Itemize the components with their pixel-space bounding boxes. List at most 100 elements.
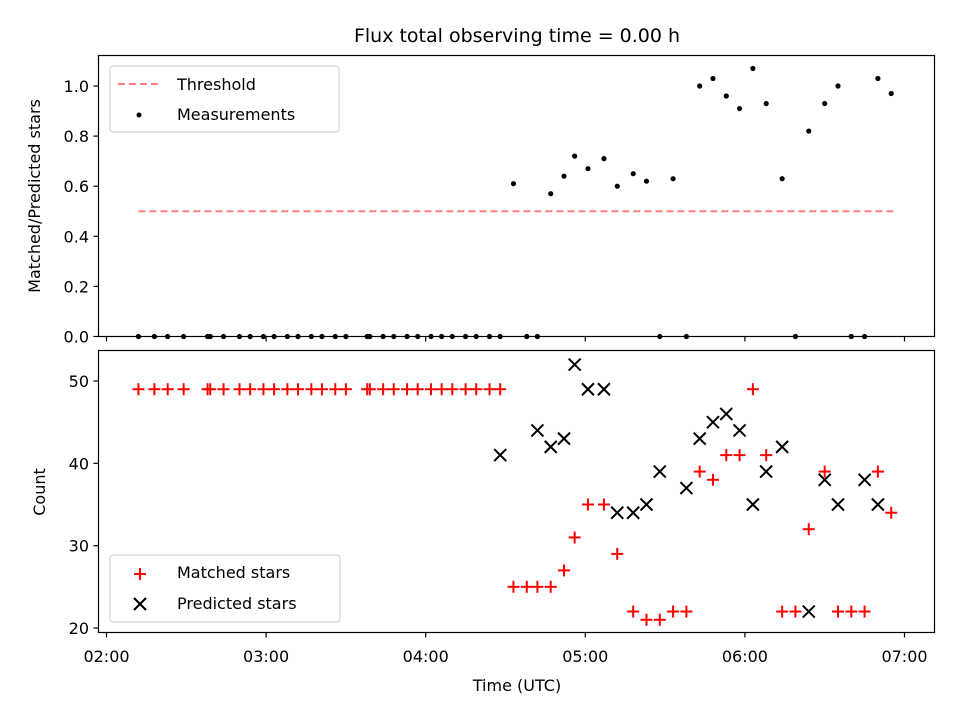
measurement-point — [750, 65, 756, 72]
matched-star-point — [568, 531, 581, 544]
bottom-x-tick-label: 02:00 — [83, 647, 129, 666]
predicted-star-point — [567, 357, 582, 372]
matched-star-point — [233, 383, 246, 396]
matched-star-point — [871, 465, 884, 478]
top-panel: 0.0 0.2 0.4 0.6 0.8 1.0 Matched/Predicted sta… — [25, 54, 936, 347]
bottom-legend: Matched stars Predicted stars — [109, 554, 341, 623]
predicted-star-point — [544, 440, 558, 454]
matched-star-point — [733, 449, 746, 462]
matched-star-point — [858, 605, 871, 618]
top-y-ticks: 0.0 0.2 0.4 0.6 0.8 1.0 — [64, 77, 99, 347]
matched-star-point — [789, 605, 802, 618]
matched-star-point — [611, 547, 624, 560]
predicted-star-point — [493, 448, 507, 462]
predicted-star-point — [817, 473, 832, 487]
matched-star-point — [693, 465, 706, 478]
matched-star-point — [706, 473, 719, 486]
matched-star-point — [832, 605, 844, 618]
matched-star-point — [204, 383, 217, 396]
bottom-y-tick-label: 50 — [69, 372, 89, 391]
predicted-star-point — [775, 440, 789, 454]
measurement-point — [822, 100, 828, 107]
matched-star-point — [244, 383, 257, 396]
measurement-point — [779, 176, 785, 182]
predicted-star-point — [746, 497, 760, 512]
bottom-x-tick-label: 04:00 — [403, 647, 449, 666]
predicted-star-point — [679, 481, 694, 495]
bottom-x-tick-label: 03:00 — [243, 647, 289, 666]
matched-star-point — [292, 383, 305, 396]
predicted-star-point — [719, 407, 733, 421]
measurement-point — [835, 83, 841, 89]
matched-star-point — [627, 605, 640, 618]
bottom-x-tick-label: 07:00 — [881, 647, 927, 666]
matched-star-point — [507, 580, 520, 593]
matched-star-point — [531, 580, 544, 593]
matched-star-point — [558, 564, 571, 577]
bottom-x-tick-label: 05:00 — [562, 647, 608, 666]
matched-legend-marker — [134, 568, 146, 580]
predicted-star-point — [831, 497, 845, 512]
matched-star-point — [387, 383, 400, 396]
bottom-plot-frame — [97, 349, 936, 634]
matched-star-point — [640, 613, 653, 626]
matched-star-point — [885, 506, 898, 519]
predicted-star-point — [557, 431, 571, 446]
measurement-point — [630, 171, 636, 177]
matched-star-point — [315, 383, 328, 396]
matched-star-point — [470, 383, 483, 396]
measurement-point — [561, 173, 567, 179]
matched-star-point — [148, 383, 161, 396]
predicted-star-point — [610, 506, 624, 520]
predicted-star-point — [626, 506, 640, 520]
measurement-point — [510, 181, 517, 187]
matched-star-point — [446, 383, 459, 396]
matched-star-point — [459, 383, 472, 396]
measurement-point — [601, 156, 607, 162]
matched-star-point — [425, 383, 438, 396]
bottom-x-ticks: 02:00 03:00 04:00 05:00 06:00 07:00 — [83, 632, 928, 666]
top-y-tick-label: 0.0 — [64, 328, 89, 347]
bottom-y-ticks: 20 30 40 50 — [69, 372, 99, 638]
measurement-point — [614, 183, 620, 189]
matched-star-point — [520, 580, 533, 593]
measurement-point — [670, 176, 676, 182]
matched-star-point — [802, 523, 815, 536]
predicted-star-point — [706, 415, 720, 429]
matched-star-point — [720, 449, 733, 462]
matched-star-point — [329, 383, 342, 396]
x-axis-label: Time (UTC) — [472, 676, 561, 695]
measurement-point — [723, 93, 729, 99]
threshold-legend-label: Threshold — [176, 75, 256, 94]
measurement-point — [806, 128, 812, 134]
matched-star-point — [597, 498, 610, 511]
chart-title: Flux total observing time = 0.00 h — [354, 25, 680, 47]
matched-star-point — [776, 605, 789, 618]
matched-star-point — [667, 605, 680, 618]
matched-star-point — [435, 383, 448, 396]
matched-star-point — [268, 383, 281, 396]
top-x-ticks — [105, 336, 906, 342]
matched-legend-label: Matched stars — [177, 563, 290, 582]
top-y-tick-label: 1.0 — [64, 77, 89, 96]
predicted-star-point — [692, 431, 707, 446]
measurement-point — [548, 191, 554, 197]
measurements-legend-marker — [136, 112, 142, 118]
matched-star-point — [161, 383, 174, 396]
matched-star-point — [411, 383, 424, 396]
matched-star-point — [281, 383, 294, 396]
bottom-y-tick-label: 30 — [69, 537, 89, 556]
bottom-y-tick-label: 40 — [69, 454, 89, 473]
measurement-point — [736, 105, 743, 112]
measurement-point — [875, 75, 881, 82]
matched-star-point — [494, 383, 507, 396]
top-y-axis-label: Matched/Predicted stars — [25, 99, 44, 293]
bottom-legend-frame — [109, 554, 341, 623]
predicted-star-point — [802, 604, 816, 619]
predicted-star-point — [857, 473, 872, 487]
top-plot-frame — [97, 54, 936, 338]
bottom-y-tick-label: 20 — [69, 619, 89, 638]
matched-star-point — [177, 383, 190, 396]
